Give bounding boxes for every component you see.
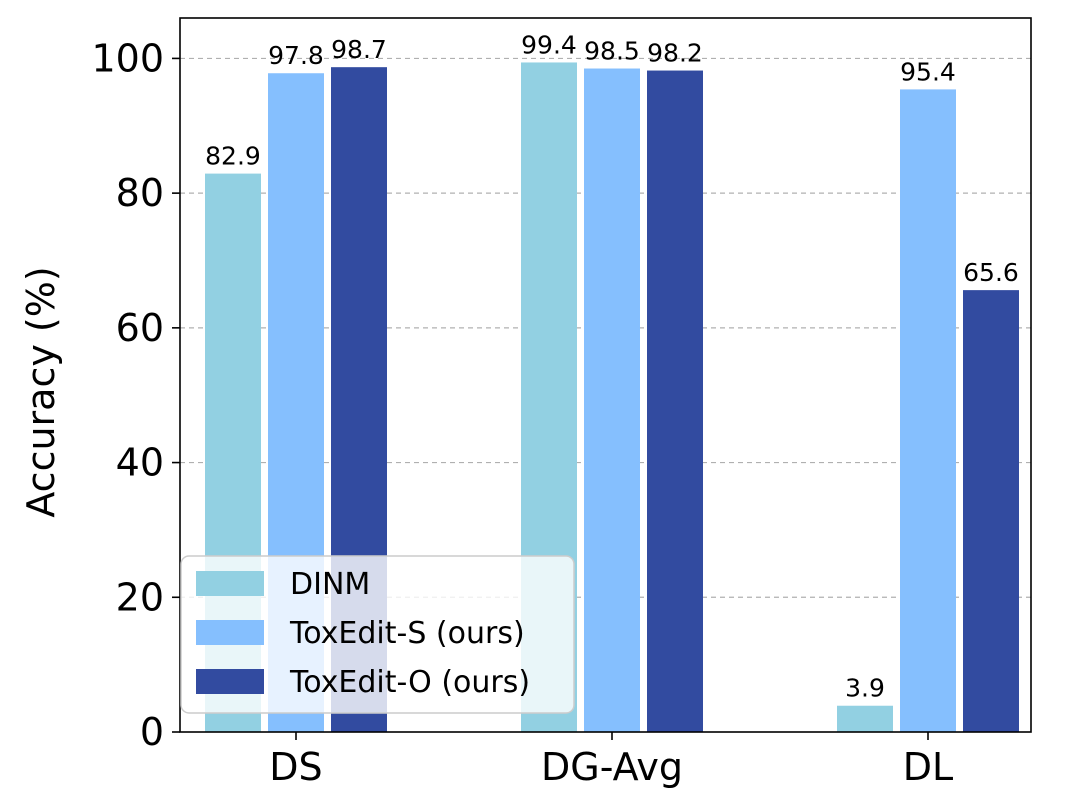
legend-label: ToxEdit-S (ours) <box>289 616 525 651</box>
bar <box>647 70 703 733</box>
bar-value-labels: 82.9 97.8 98.7 99.4 98.5 98.2 3.9 95.4 65.6 <box>205 30 1019 702</box>
x-tick-label: DG-Avg <box>541 745 683 789</box>
legend-swatch <box>196 620 264 645</box>
bar <box>584 68 640 733</box>
bar-value-label: 95.4 <box>900 57 956 86</box>
bar <box>963 290 1019 732</box>
bar-value-label: 65.6 <box>963 258 1019 287</box>
bar-value-label: 99.4 <box>521 30 577 59</box>
legend-swatch <box>196 571 264 596</box>
bar-value-label: 82.9 <box>205 142 261 171</box>
bar-value-label: 3.9 <box>845 674 885 703</box>
bar <box>837 705 893 732</box>
bar-value-label: 98.7 <box>331 35 387 64</box>
y-tick-label: 100 <box>91 36 164 80</box>
plot-frame <box>179 17 1032 733</box>
y-tick-label: 0 <box>140 710 164 754</box>
legend-label: ToxEdit-O (ours) <box>289 665 530 700</box>
y-tick-label: 60 <box>116 306 164 350</box>
x-axis-ticks: DS DG-Avg DL <box>269 732 953 789</box>
x-tick-label: DL <box>903 745 953 789</box>
bar <box>900 89 956 732</box>
bar-value-label: 97.8 <box>268 41 324 70</box>
bar-value-label: 98.2 <box>647 39 703 68</box>
legend: DINM ToxEdit-S (ours) ToxEdit-O (ours) <box>180 555 575 714</box>
legend-box <box>180 555 575 714</box>
y-axis-ticks: 0 20 40 60 80 100 <box>91 36 180 754</box>
x-tick-label: DS <box>269 745 322 789</box>
legend-label: DINM <box>290 567 370 602</box>
legend-swatch <box>196 669 264 694</box>
y-tick-label: 20 <box>116 575 164 619</box>
y-tick-label: 40 <box>116 441 164 485</box>
bar-value-label: 98.5 <box>584 37 640 66</box>
y-axis-label: Accuracy (%) <box>19 266 63 517</box>
y-tick-label: 80 <box>116 171 164 215</box>
